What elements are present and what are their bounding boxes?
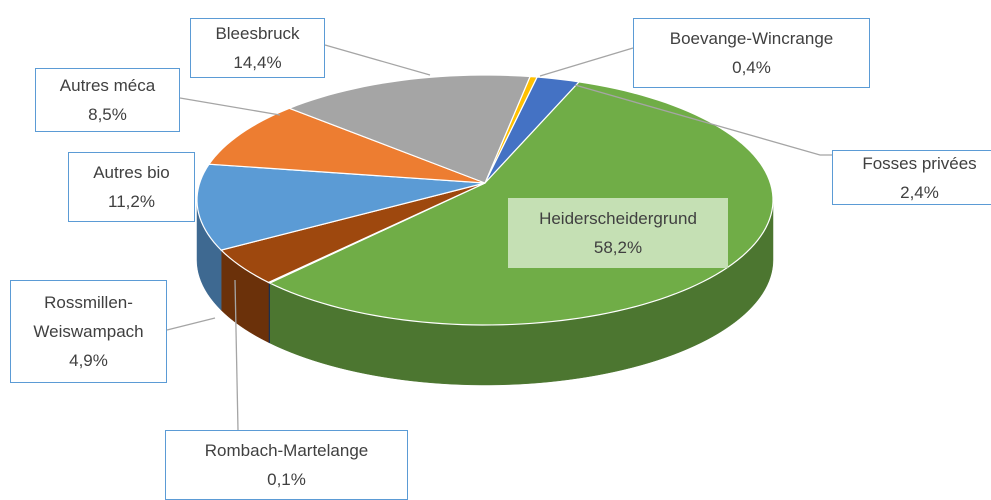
leader-line xyxy=(574,84,832,156)
label-value: 0,1% xyxy=(267,470,306,489)
label-value: 2,4% xyxy=(900,182,939,202)
label-value: 8,5% xyxy=(88,105,127,124)
slice xyxy=(484,76,581,184)
label-value: 14,4% xyxy=(233,53,282,72)
slice xyxy=(287,74,531,184)
leader-line xyxy=(179,97,281,116)
label-name: Heiderscheidergrund xyxy=(539,209,697,228)
label-name: Fosses privées xyxy=(862,153,977,173)
leader-line xyxy=(539,47,634,77)
label-name: Autres bio xyxy=(93,163,170,182)
slice xyxy=(219,182,486,284)
label-value: 0,4% xyxy=(732,58,771,77)
slice xyxy=(196,163,486,251)
leader-line xyxy=(234,279,239,431)
leader-line xyxy=(324,44,431,76)
data-label: Heiderscheidergrund 58,2% xyxy=(508,198,728,268)
data-label: Rossmillen-Weiswampach 4,9% xyxy=(10,280,167,383)
label-name: Autres méca xyxy=(59,76,156,95)
data-label: Boevange-Wincrange 0,4% xyxy=(633,18,870,88)
data-label: Bleesbruck 14,4% xyxy=(190,18,325,78)
label-name: Rossmillen-Weiswampach xyxy=(33,293,144,341)
label-name: Boevange-Wincrange xyxy=(669,29,834,48)
label-name: Rombach-Martelange xyxy=(204,441,369,460)
data-label: Rombach-Martelange 0,1% xyxy=(165,430,408,500)
label-name: Bleesbruck xyxy=(215,24,300,43)
data-label: Autres méca 8,5% xyxy=(35,68,180,132)
label-value: 11,2% xyxy=(108,192,155,211)
label-value: 4,9% xyxy=(69,351,108,370)
data-label: Autres bio 11,2% xyxy=(68,152,195,222)
label-value: 58,2% xyxy=(593,238,643,257)
data-label: Fosses privées 2,4% xyxy=(832,150,991,205)
leader-line xyxy=(166,317,216,331)
